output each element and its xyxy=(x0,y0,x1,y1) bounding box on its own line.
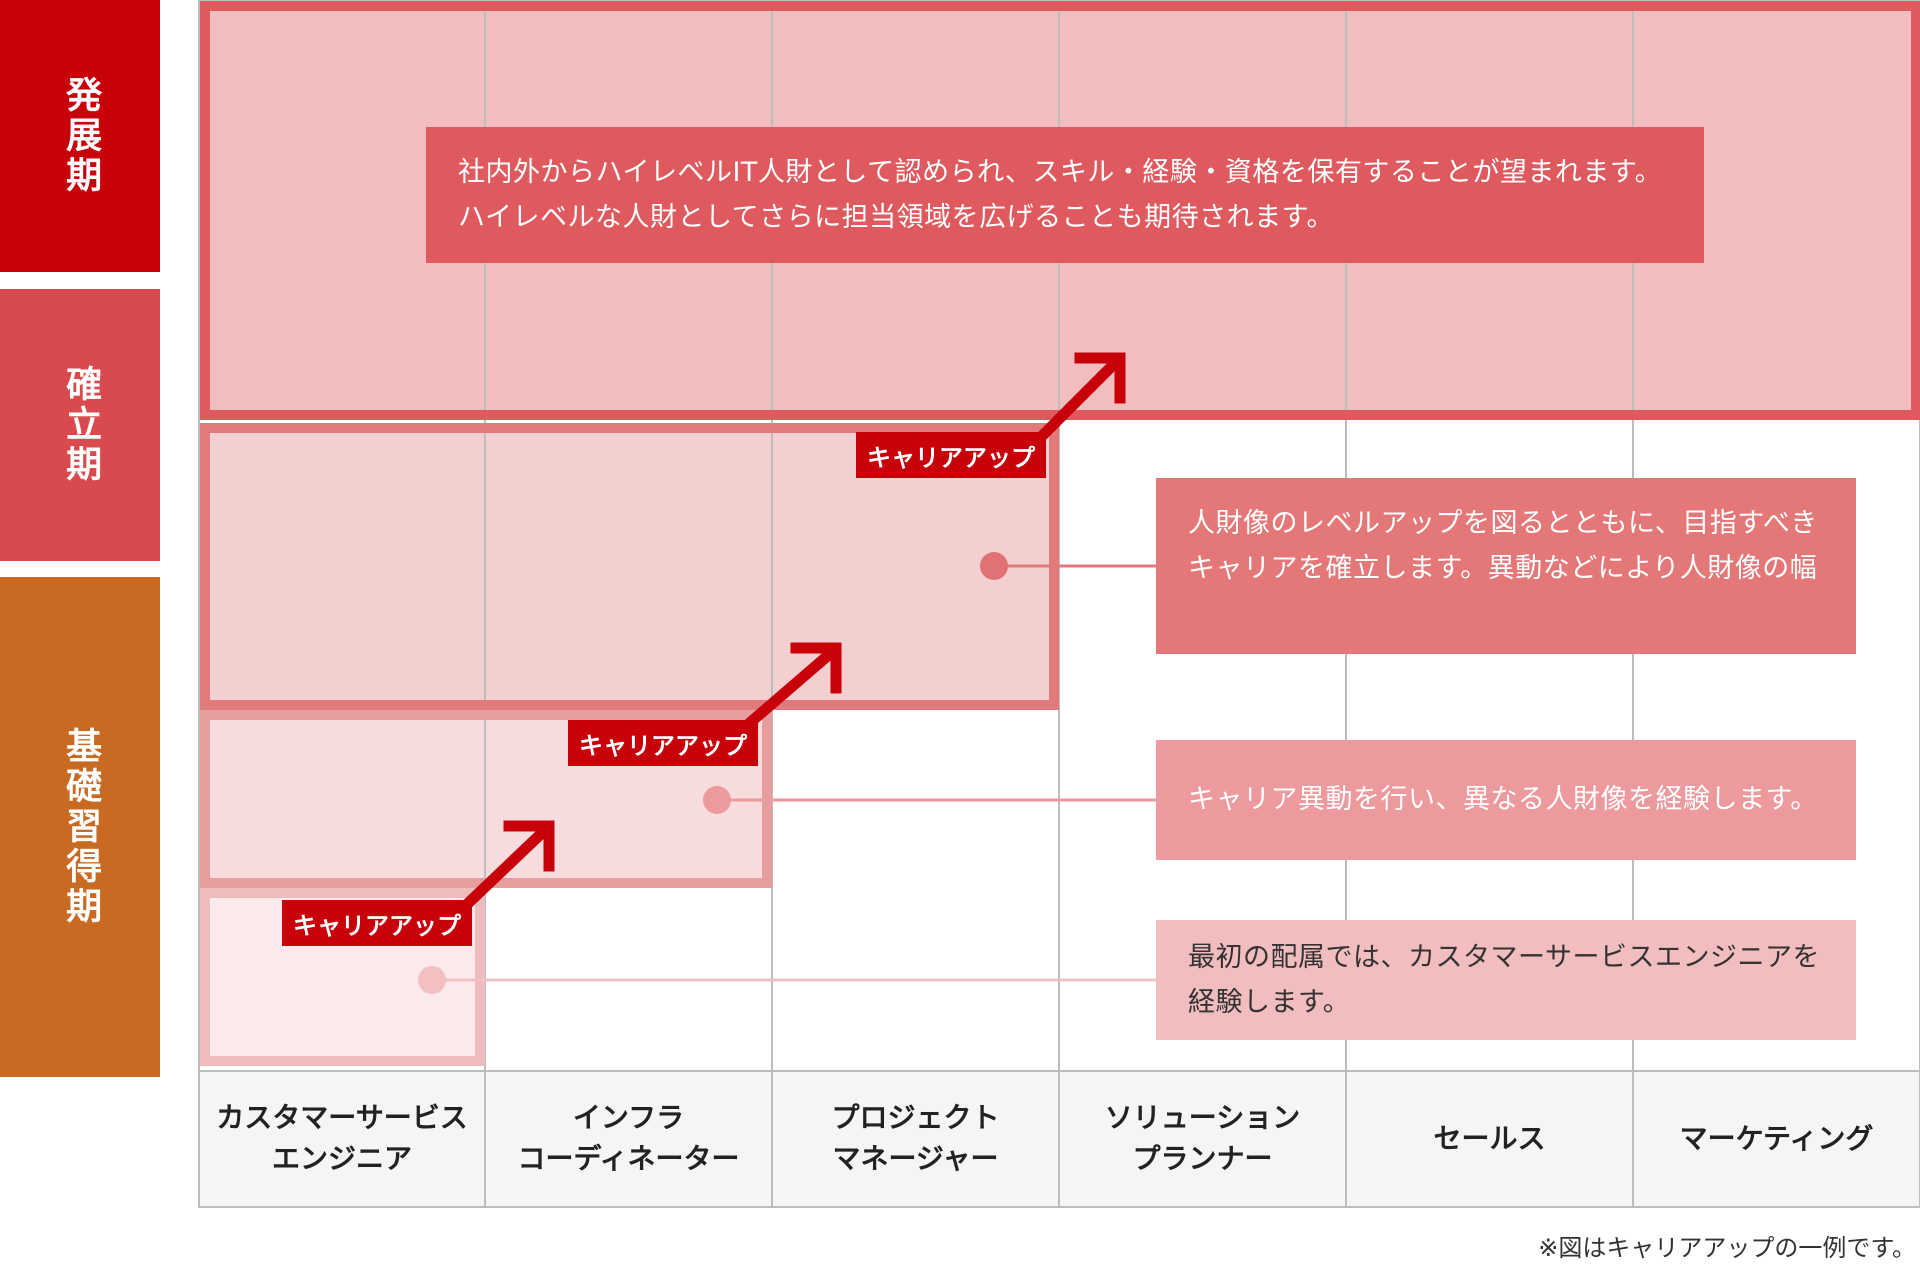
career-up-badge: キャリアアップ xyxy=(568,720,758,766)
job-solution-planner: ソリューション プランナー xyxy=(1060,1072,1345,1206)
stage-label-foundation: 基礎習得期 xyxy=(0,577,160,1077)
career-up-badge: キャリアアップ xyxy=(282,900,472,946)
job-marketing: マーケティング xyxy=(1634,1072,1919,1206)
job-sales: セールス xyxy=(1347,1072,1632,1206)
connector-rotation xyxy=(703,786,1160,814)
career-up-badge: キャリアアップ xyxy=(856,432,1046,478)
callout-development: 社内外からハイレベルIT人財として認められ、スキル・経験・資格を保有することが望… xyxy=(426,127,1704,263)
stage-label-development: 発展期 xyxy=(0,0,160,272)
stage-label-development-text: 発展期 xyxy=(60,76,102,196)
callout-establishment: 人財像のレベルアップを図るとともに、目指すべき キャリアを確立します。異動などに… xyxy=(1156,478,1856,654)
callout-rotation: キャリア異動を行い、異なる人財像を経験します。 xyxy=(1156,740,1856,860)
marker-dot xyxy=(703,786,731,814)
stage-label-foundation-text: 基礎習得期 xyxy=(60,727,102,927)
stage-label-establishment: 確立期 xyxy=(0,289,160,561)
stage-label-establishment-text: 確立期 xyxy=(60,365,102,485)
job-project-manager: プロジェクト マネージャー xyxy=(773,1072,1058,1206)
job-customer-service-engineer: カスタマーサービス エンジニア xyxy=(200,1072,484,1206)
job-infrastructure-coordinator: インフラ コーディネーター xyxy=(486,1072,771,1206)
callout-initial: 最初の配属では、カスタマーサービスエンジニアを 経験します。 xyxy=(1156,920,1856,1040)
connector-initial xyxy=(418,966,1160,994)
footnote: ※図はキャリアアップの一例です。 xyxy=(1538,1234,1916,1262)
marker-dot xyxy=(418,966,446,994)
connector-establishment xyxy=(980,552,1160,580)
marker-dot xyxy=(980,552,1008,580)
